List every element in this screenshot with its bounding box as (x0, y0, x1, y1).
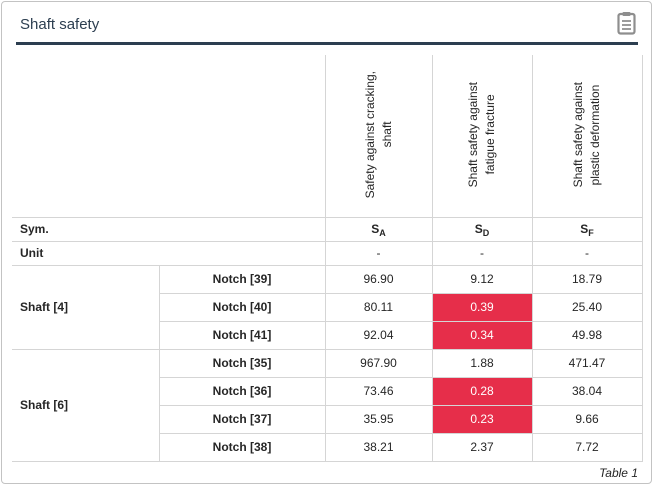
shaft-safety-table: Safety against cracking, shaft Shaft saf… (12, 55, 643, 462)
value-cell: 38.04 (531, 377, 643, 406)
value-cell: 0.23 (431, 405, 532, 434)
notch-label: Notch [36] (158, 377, 325, 406)
unit-row: Unit - - - (12, 241, 643, 266)
value-cell: 471.47 (531, 349, 643, 378)
value-cell: 9.12 (431, 265, 532, 294)
value-cell: 2.37 (431, 433, 532, 462)
unit-cell: - (431, 241, 532, 266)
report-clipboard-button[interactable] (613, 10, 639, 38)
column-header-cracking: Safety against cracking, shaft (324, 55, 432, 218)
value-cell: 1.88 (431, 349, 532, 378)
header-spacer (12, 55, 325, 218)
value-cell: 96.90 (324, 265, 432, 294)
symbol-cell: SD (431, 217, 532, 242)
notch-label: Notch [37] (158, 405, 325, 434)
symbol-cell: SF (531, 217, 643, 242)
value-cell: 0.39 (431, 293, 532, 322)
notch-label: Notch [39] (158, 265, 325, 294)
notch-label: Notch [40] (158, 293, 325, 322)
value-cell: 80.11 (324, 293, 432, 322)
column-header-fatigue: Shaft safety against fatigue fracture (431, 55, 532, 218)
column-header-rotated-text: Shaft safety against fatigue fracture (466, 81, 497, 187)
table-row: Notch [37] 35.95 0.23 9.66 (12, 405, 643, 434)
shaft-group-label: Shaft [4] (12, 265, 159, 350)
symbol-row: Sym. SA SD SF (12, 217, 643, 242)
panel-header: Shaft safety (2, 2, 651, 42)
value-cell: 73.46 (324, 377, 432, 406)
column-header-row: Safety against cracking, shaft Shaft saf… (12, 55, 643, 218)
table-row: Notch [41] 92.04 0.34 49.98 (12, 321, 643, 350)
notch-label: Notch [35] (158, 349, 325, 378)
value-cell: 35.95 (324, 405, 432, 434)
table-row: Notch [40] 80.11 0.39 25.40 (12, 293, 643, 322)
value-cell: 0.34 (431, 321, 532, 350)
table-row: Notch [38] 38.21 2.37 7.72 (12, 433, 643, 462)
value-cell: 0.28 (431, 377, 532, 406)
column-header-rotated-text: Shaft safety against plastic deformation (571, 81, 602, 187)
table-row: Shaft [4] Notch [39] 96.90 9.12 18.79 (12, 265, 643, 350)
symbol-row-label: Sym. (12, 217, 325, 242)
table-row: Shaft [6] Notch [35] 967.90 1.88 471.47 (12, 349, 643, 462)
unit-cell: - (324, 241, 432, 266)
column-header-rotated-text: Safety against cracking, shaft (362, 70, 394, 198)
table-row: Notch [36] 73.46 0.28 38.04 (12, 377, 643, 406)
value-cell: 92.04 (324, 321, 432, 350)
column-header-plastic: Shaft safety against plastic deformation (531, 55, 643, 218)
notch-label: Notch [38] (158, 433, 325, 462)
shaft-group-label: Shaft [6] (12, 349, 159, 462)
title-underline (16, 42, 638, 45)
notch-label: Notch [41] (158, 321, 325, 350)
symbol-cell: SA (324, 217, 432, 242)
panel-title: Shaft safety (20, 15, 100, 33)
unit-cell: - (531, 241, 643, 266)
value-cell: 49.98 (531, 321, 643, 350)
table-caption: Table 1 (599, 465, 638, 480)
value-cell: 18.79 (531, 265, 643, 294)
value-cell: 25.40 (531, 293, 643, 322)
clipboard-icon (616, 11, 636, 38)
value-cell: 967.90 (324, 349, 432, 378)
value-cell: 9.66 (531, 405, 643, 434)
value-cell: 38.21 (324, 433, 432, 462)
unit-row-label: Unit (12, 241, 325, 266)
value-cell: 7.72 (531, 433, 643, 462)
